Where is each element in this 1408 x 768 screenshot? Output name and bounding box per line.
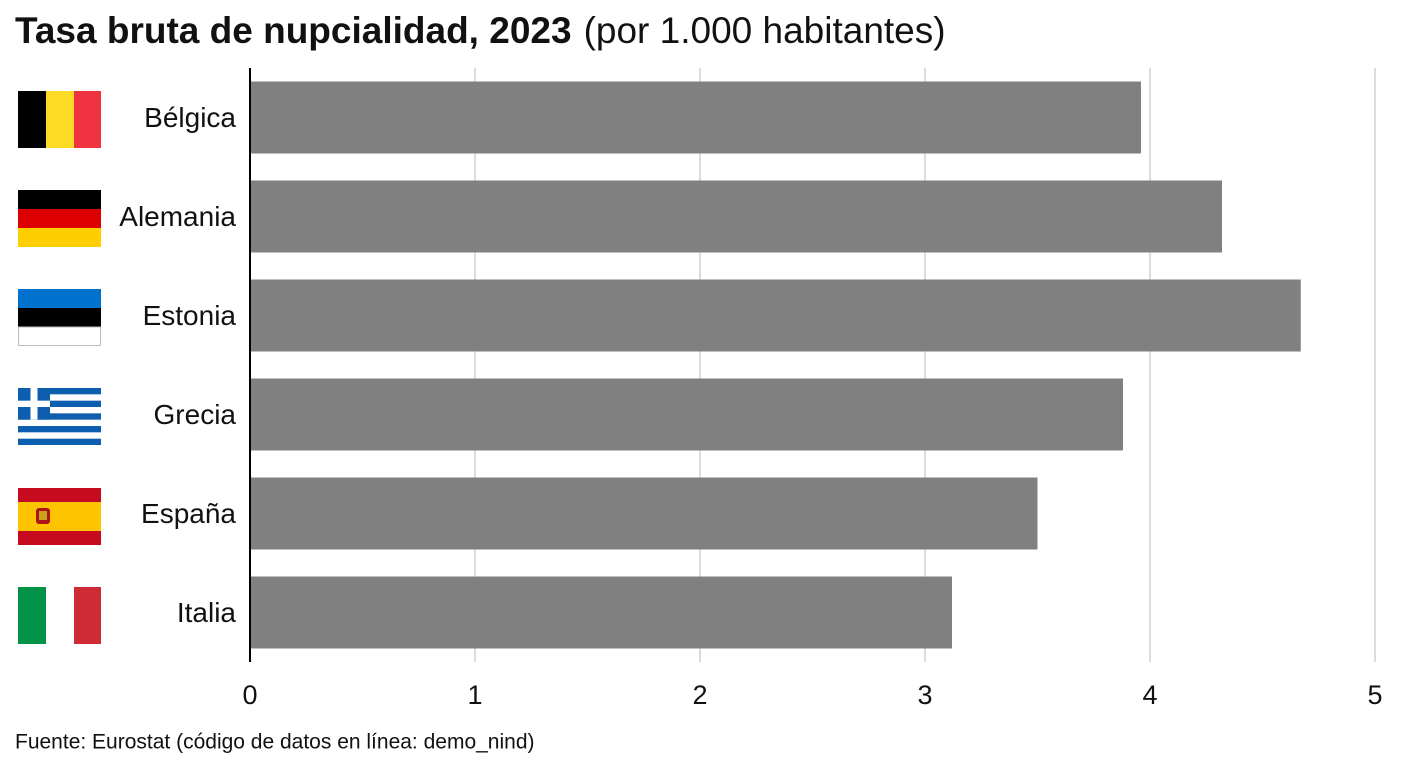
flag-estonia [18,289,101,346]
y-tick-label: Bélgica [144,102,236,133]
y-tick-label: Estonia [143,300,237,331]
x-tick-label: 4 [1142,680,1157,710]
bar [250,279,1301,352]
x-tick-label: 3 [917,680,932,710]
x-tick-label: 2 [692,680,707,710]
chart-title: Tasa bruta de nupcialidad, 2023 (por 1.00… [15,10,946,51]
x-tick-label: 0 [242,680,257,710]
y-tick-label: Italia [177,597,237,628]
flag-belgium [18,91,101,148]
y-tick-label: España [141,498,236,529]
x-tick-label: 5 [1367,680,1382,710]
x-tick-label: 1 [467,680,482,710]
flag-greece [18,388,101,445]
flags [18,91,101,644]
flag-spain [18,488,101,545]
source-note: Fuente: Eurostat (código de datos en lín… [15,731,535,754]
bar [250,378,1123,451]
y-tick-label: Grecia [154,399,237,430]
bar [250,477,1038,550]
flag-italy [18,587,101,644]
title: Tasa bruta de nupcialidad, 2023 [15,10,572,51]
flag-germany [18,190,101,247]
bar [250,180,1222,253]
subtitle: (por 1.000 habitantes) [584,10,946,51]
bar [250,81,1141,154]
y-tick-label: Alemania [119,201,236,232]
bar [250,576,952,649]
